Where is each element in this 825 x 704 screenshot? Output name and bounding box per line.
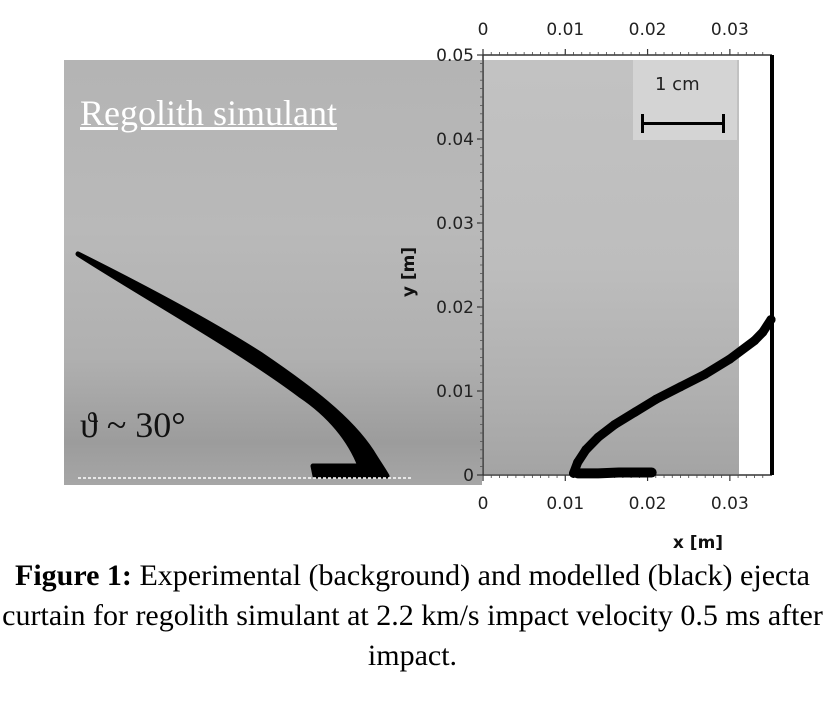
x-tick-label-top: 0.02	[629, 20, 667, 40]
model-curtain	[569, 315, 776, 479]
model-point	[651, 394, 661, 404]
model-point	[630, 407, 640, 417]
model-point	[593, 432, 603, 442]
figure-caption: Figure 1: Experimental (background) and …	[0, 556, 825, 676]
model-point	[573, 468, 583, 478]
scale-bar-cap-left	[641, 114, 644, 133]
y-tick-label: 0.02	[436, 298, 474, 318]
tick-labels: 000.010.010.020.020.030.0300.010.020.030…	[436, 20, 749, 514]
model-point	[700, 369, 710, 379]
model-point	[675, 382, 685, 392]
left-title: Regolith simulant	[80, 93, 337, 133]
model-point	[634, 467, 644, 477]
model-point	[758, 327, 768, 337]
model-point	[647, 467, 657, 477]
model-point	[610, 420, 620, 430]
y-tick-label: 0.03	[436, 214, 474, 234]
model-point	[614, 467, 624, 477]
y-tick-label: 0	[463, 466, 474, 486]
model-point	[581, 445, 591, 455]
angle-label: ϑ ~ 30°	[80, 405, 186, 445]
model-point	[750, 336, 760, 346]
x-tick-label-top: 0.01	[546, 20, 584, 40]
caption-lead: Figure 1:	[15, 559, 132, 592]
scale-bar-box	[633, 60, 737, 140]
x-tick-label-bottom: 0.01	[546, 494, 584, 514]
plot-overlay: 000.010.010.020.020.030.0300.010.020.030…	[75, 20, 776, 553]
model-curtain-line	[569, 315, 776, 478]
x-tick-label-bottom: 0.03	[711, 494, 749, 514]
scale-bar-cap-right	[722, 114, 725, 133]
model-point	[573, 457, 583, 467]
model-point	[766, 315, 776, 325]
model-point	[593, 468, 603, 478]
scale-bar	[642, 122, 724, 125]
left-photo	[64, 60, 482, 485]
x-tick-label-bottom: 0.02	[629, 494, 667, 514]
left-curtain	[75, 251, 390, 479]
y-tick-label: 0.01	[436, 382, 474, 402]
caption-text: Experimental (background) and modelled (…	[2, 559, 823, 672]
x-axis-title: x [m]	[673, 533, 723, 553]
y-tick-label: 0.05	[436, 46, 474, 66]
x-tick-label-bottom: 0	[478, 494, 489, 514]
y-tick-label: 0.04	[436, 130, 474, 150]
x-tick-label-top: 0.03	[711, 20, 749, 40]
y-axis-title: y [m]	[399, 247, 419, 297]
x-tick-label-top: 0	[478, 20, 489, 40]
scale-label: 1 cm	[655, 74, 700, 95]
model-point	[725, 354, 735, 364]
